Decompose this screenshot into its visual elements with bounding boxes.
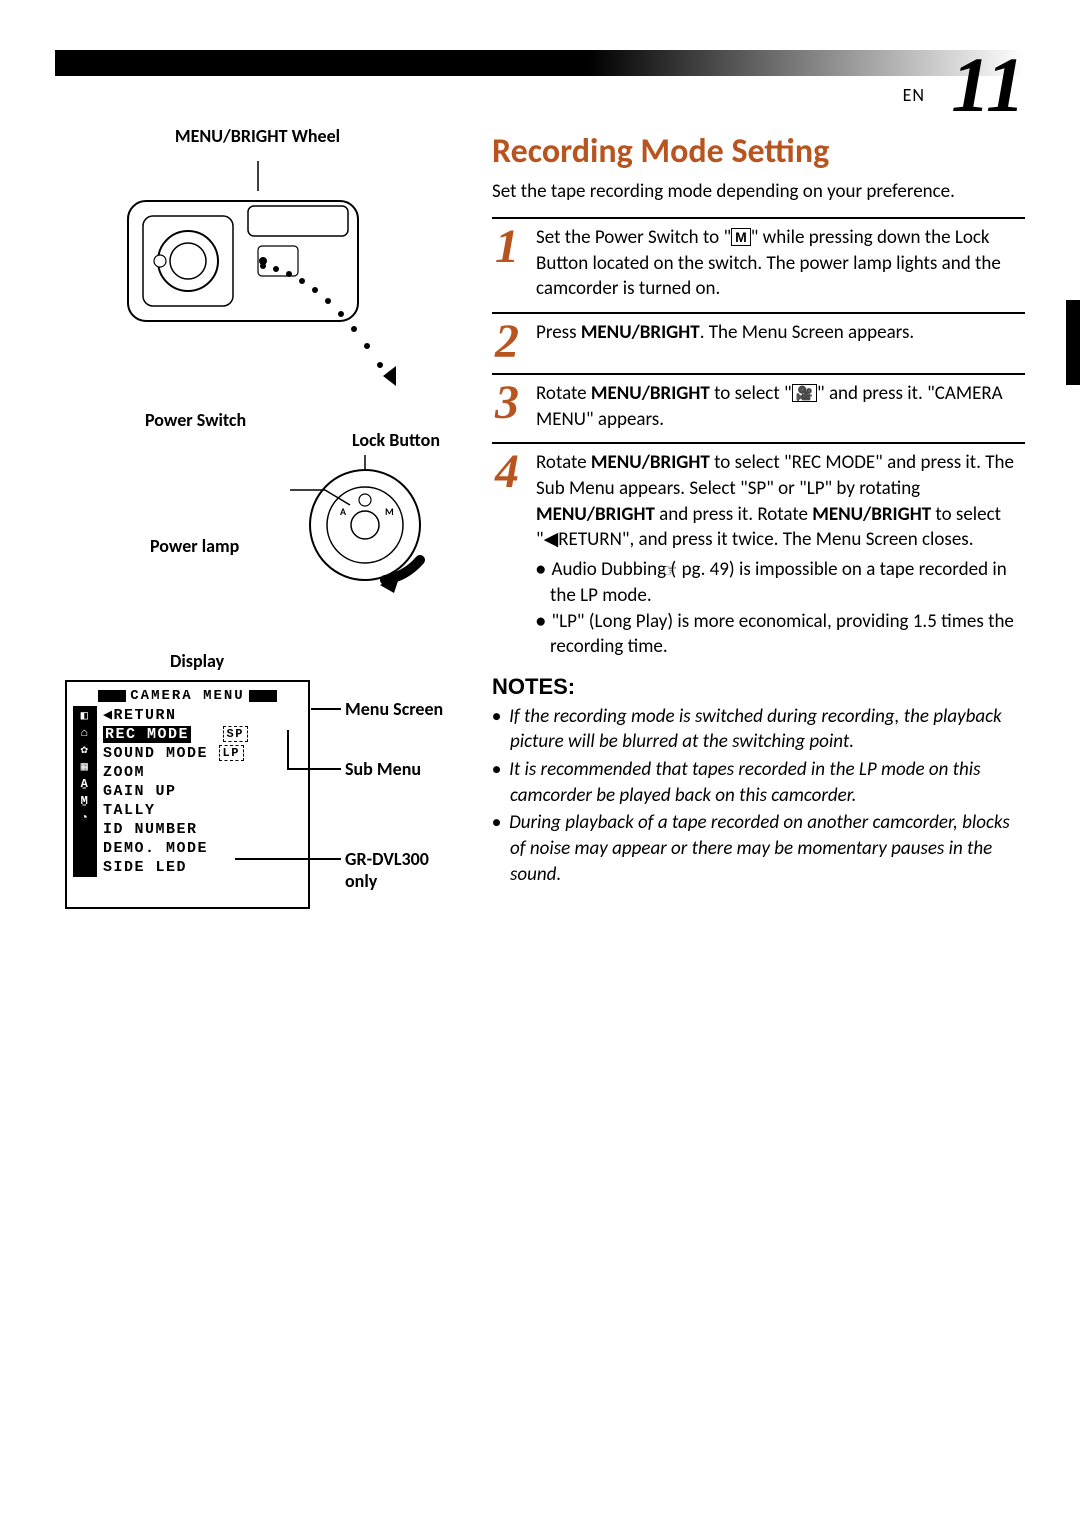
side-tab: [1066, 300, 1080, 385]
menu-title-bar-right: [249, 690, 277, 702]
menu-lines: ◀RETURN REC MODE SP SOUND MODE LP ZOOM G…: [97, 706, 248, 877]
step-4-body: Rotate MENU/BRIGHT to select "REC MODE" …: [536, 450, 1025, 659]
camera-menu-screen: CAMERA MENU ◧⌂✿▦A̱M̱◔ ◀RETURN REC MODE S…: [65, 680, 310, 909]
power-lamp-label: Power lamp: [150, 535, 239, 557]
step-3: 3 Rotate MENU/BRIGHT to select "🎥" and p…: [492, 381, 1025, 432]
callout-menu-screen: Menu Screen: [345, 698, 443, 720]
step-2-body: Press MENU/BRIGHT. The Menu Screen appea…: [536, 320, 1025, 363]
steps-list: 1 Set the Power Switch to "M" while pres…: [492, 217, 1025, 660]
step-divider: [492, 373, 1025, 375]
step-4-bullet-2: "LP" (Long Play) is more economical, pro…: [536, 609, 1025, 660]
menu-return: ◀RETURN: [103, 706, 248, 725]
page-lang-label: EN: [903, 84, 925, 106]
display-label: Display: [170, 650, 460, 672]
step-divider: [492, 217, 1025, 219]
dial-svg: A M: [290, 435, 430, 595]
step-4: 4 Rotate MENU/BRIGHT to select "REC MODE…: [492, 450, 1025, 659]
menu-line-tally: TALLY: [103, 801, 248, 820]
section-title: Recording Mode Setting: [492, 131, 1025, 172]
right-column: Recording Mode Setting Set the tape reco…: [492, 125, 1025, 909]
notes-list: If the recording mode is switched during…: [492, 704, 1025, 887]
step-3-body: Rotate MENU/BRIGHT to select "🎥" and pre…: [536, 381, 1025, 432]
menu-icon-column: ◧⌂✿▦A̱M̱◔: [73, 706, 97, 877]
step-2: 2 Press MENU/BRIGHT. The Menu Screen app…: [492, 320, 1025, 363]
note-3: During playback of a tape recorded on an…: [492, 810, 1025, 887]
step-divider: [492, 442, 1025, 444]
menu-line-sound-mode: SOUND MODE LP: [103, 744, 248, 763]
svg-text:A: A: [340, 505, 347, 518]
camcorder-illustration: [108, 161, 408, 391]
power-switch-label: Power Switch: [145, 409, 460, 431]
header-gradient: [55, 50, 1025, 76]
step-1: 1 Set the Power Switch to "M" while pres…: [492, 225, 1025, 302]
note-2: It is recommended that tapes recorded in…: [492, 757, 1025, 808]
step-4-bullet-1: Audio Dubbing (☞ pg. 49) is impossible o…: [536, 557, 1025, 609]
camera-icon: 🎥: [792, 384, 817, 402]
menu-title-bar-left: [98, 690, 126, 702]
dial-illustration: Lock Button A M Power lamp: [55, 435, 460, 610]
menu-title: CAMERA MENU: [130, 688, 244, 704]
m-mode-icon: M: [731, 228, 751, 246]
leader-model: [235, 858, 341, 860]
notes-title: NOTES:: [492, 674, 1025, 700]
menu-line-demo: DEMO. MODE: [103, 839, 248, 858]
step-2-number: 2: [492, 320, 522, 363]
camcorder-svg: [108, 161, 408, 391]
menu-line-id: ID NUMBER: [103, 820, 248, 839]
step-3-number: 3: [492, 381, 522, 432]
leader-sub-menu-v: [287, 730, 289, 768]
step-1-number: 1: [492, 225, 522, 302]
callout-sub-menu: Sub Menu: [345, 758, 421, 780]
note-1: If the recording mode is switched during…: [492, 704, 1025, 755]
menu-line-zoom: ZOOM: [103, 763, 248, 782]
wheel-label: MENU/BRIGHT Wheel: [55, 125, 460, 147]
leader-sub-menu-h: [287, 768, 341, 770]
step-divider: [492, 312, 1025, 314]
svg-text:M: M: [385, 505, 394, 518]
callout-model: GR-DVL300 only: [345, 848, 460, 892]
menu-line-rec-mode: REC MODE SP: [103, 725, 248, 744]
menu-line-side-led: SIDE LED: [103, 858, 248, 877]
left-column: MENU/BRIGHT Wheel: [55, 125, 460, 909]
menu-screen-wrap: CAMERA MENU ◧⌂✿▦A̱M̱◔ ◀RETURN REC MODE S…: [55, 680, 460, 909]
leader-menu-screen: [311, 708, 341, 710]
step-1-body: Set the Power Switch to "M" while pressi…: [536, 225, 1025, 302]
intro-text: Set the tape recording mode depending on…: [492, 180, 1025, 203]
page-number: 11: [951, 40, 1025, 130]
menu-line-gain: GAIN UP: [103, 782, 248, 801]
step-4-number: 4: [492, 450, 522, 659]
